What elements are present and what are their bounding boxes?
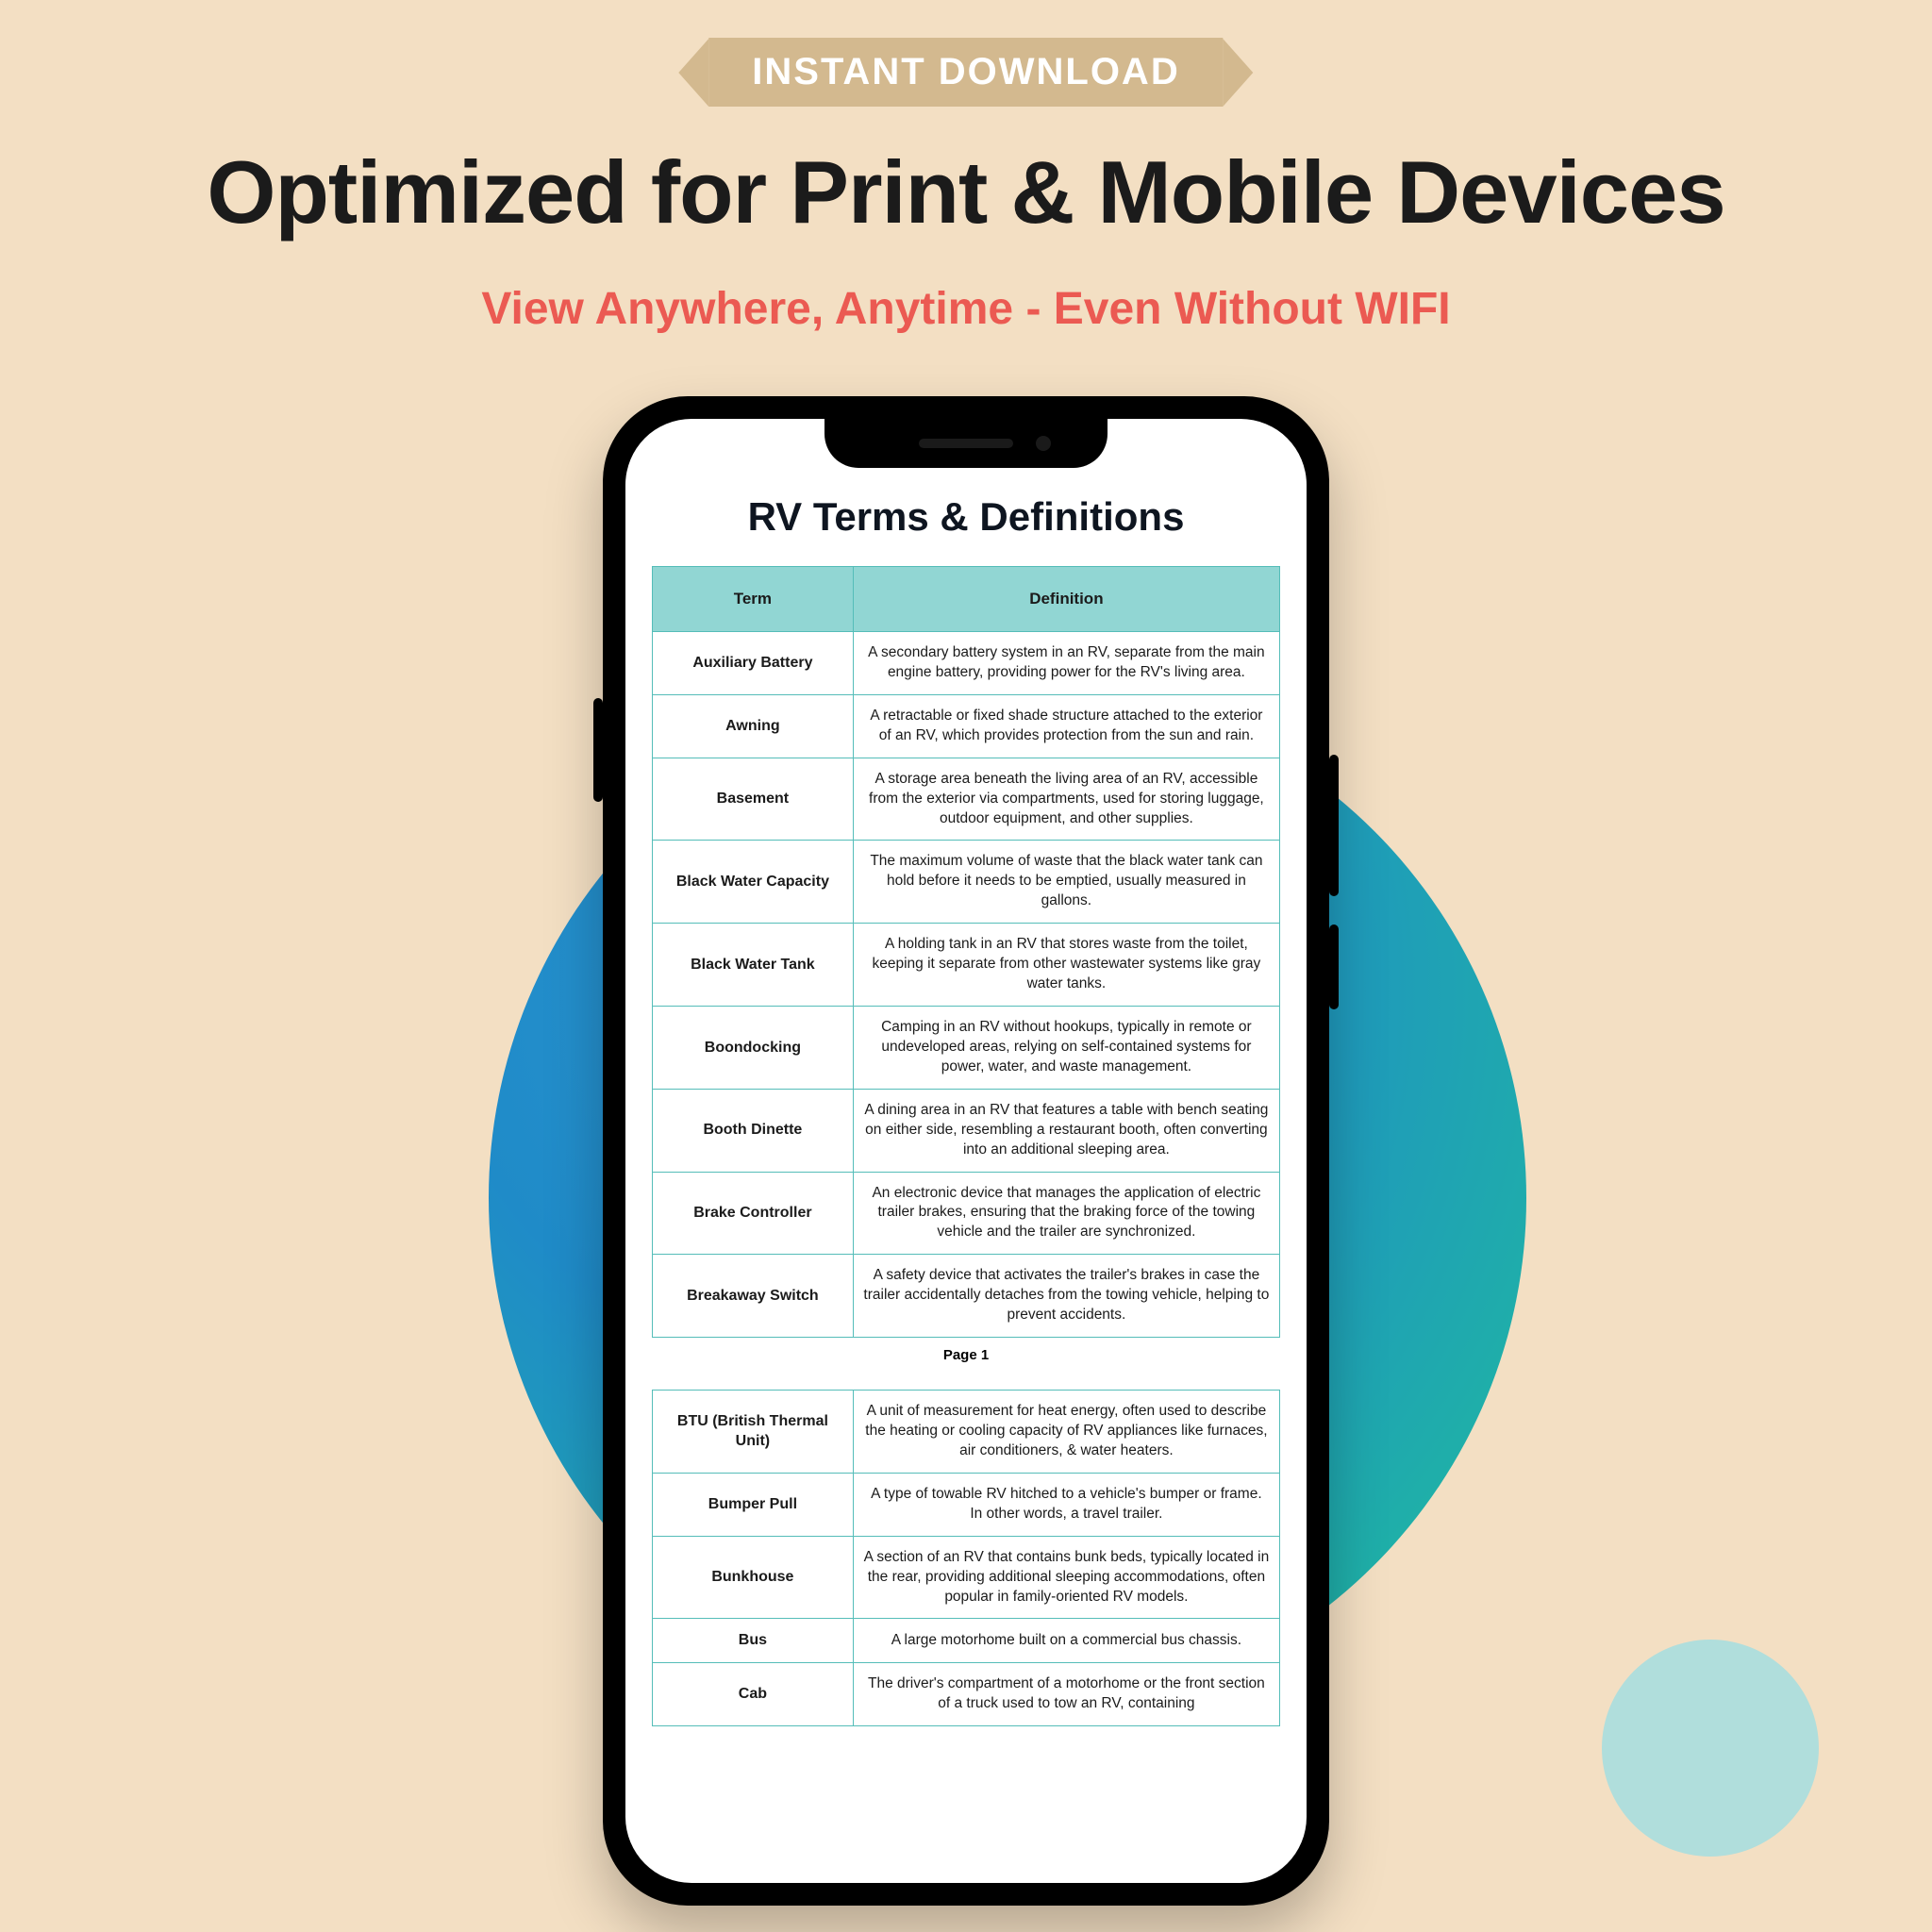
term-cell: Breakaway Switch bbox=[653, 1255, 854, 1338]
phone-camera-icon bbox=[1036, 436, 1051, 451]
definition-cell: A section of an RV that contains bunk be… bbox=[853, 1536, 1279, 1619]
term-cell: Boondocking bbox=[653, 1006, 854, 1089]
phone-side-button bbox=[593, 698, 603, 802]
decorative-circle-small bbox=[1602, 1640, 1819, 1857]
table-row: CabThe driver's compartment of a motorho… bbox=[653, 1663, 1280, 1726]
term-cell: Booth Dinette bbox=[653, 1089, 854, 1172]
term-cell: Black Water Capacity bbox=[653, 841, 854, 924]
table-row: Booth DinetteA dining area in an RV that… bbox=[653, 1089, 1280, 1172]
table-row: AwningA retractable or fixed shade struc… bbox=[653, 694, 1280, 758]
definition-cell: A storage area beneath the living area o… bbox=[853, 758, 1279, 841]
subheadline: View Anywhere, Anytime - Even Without WI… bbox=[0, 283, 1932, 335]
term-cell: Bunkhouse bbox=[653, 1536, 854, 1619]
definition-cell: A large motorhome built on a commercial … bbox=[853, 1619, 1279, 1663]
terms-table-page2: BTU (British Thermal Unit)A unit of meas… bbox=[652, 1390, 1280, 1726]
phone-mockup: RV Terms & Definitions Term Definition A… bbox=[603, 396, 1329, 1906]
ribbon-label: INSTANT DOWNLOAD bbox=[708, 38, 1223, 107]
headline: Optimized for Print & Mobile Devices bbox=[0, 142, 1932, 243]
term-cell: BTU (British Thermal Unit) bbox=[653, 1391, 854, 1474]
term-cell: Brake Controller bbox=[653, 1172, 854, 1255]
table-row: BusA large motorhome built on a commerci… bbox=[653, 1619, 1280, 1663]
table-row: Breakaway SwitchA safety device that act… bbox=[653, 1255, 1280, 1338]
term-cell: Basement bbox=[653, 758, 854, 841]
table-row: Bumper PullA type of towable RV hitched … bbox=[653, 1473, 1280, 1536]
table-row: BTU (British Thermal Unit)A unit of meas… bbox=[653, 1391, 1280, 1474]
terms-table-page1: Term Definition Auxiliary BatteryA secon… bbox=[652, 566, 1280, 1338]
table-row: BoondockingCamping in an RV without hook… bbox=[653, 1006, 1280, 1089]
definition-cell: A type of towable RV hitched to a vehicl… bbox=[853, 1473, 1279, 1536]
definition-cell: A secondary battery system in an RV, sep… bbox=[853, 632, 1279, 695]
table-header-row: Term Definition bbox=[653, 567, 1280, 632]
column-header-term: Term bbox=[653, 567, 854, 632]
ribbon-tail-right bbox=[1224, 39, 1254, 107]
table-row: Brake ControllerAn electronic device tha… bbox=[653, 1172, 1280, 1255]
phone-screen: RV Terms & Definitions Term Definition A… bbox=[625, 419, 1307, 1883]
definition-cell: The maximum volume of waste that the bla… bbox=[853, 841, 1279, 924]
term-cell: Awning bbox=[653, 694, 854, 758]
term-cell: Black Water Tank bbox=[653, 924, 854, 1007]
table-row: Black Water TankA holding tank in an RV … bbox=[653, 924, 1280, 1007]
ribbon-banner: INSTANT DOWNLOAD bbox=[678, 38, 1253, 107]
phone-speaker-icon bbox=[919, 439, 1013, 448]
definition-cell: An electronic device that manages the ap… bbox=[853, 1172, 1279, 1255]
page-gap bbox=[652, 1376, 1280, 1390]
page-marker: Page 1 bbox=[652, 1338, 1280, 1376]
definition-cell: A unit of measurement for heat energy, o… bbox=[853, 1391, 1279, 1474]
definition-cell: Camping in an RV without hookups, typica… bbox=[853, 1006, 1279, 1089]
ribbon-tail-left bbox=[678, 39, 708, 107]
table-row: Black Water CapacityThe maximum volume o… bbox=[653, 841, 1280, 924]
definition-cell: A safety device that activates the trail… bbox=[853, 1255, 1279, 1338]
term-cell: Auxiliary Battery bbox=[653, 632, 854, 695]
definition-cell: A holding tank in an RV that stores wast… bbox=[853, 924, 1279, 1007]
term-cell: Bus bbox=[653, 1619, 854, 1663]
phone-notch bbox=[824, 419, 1108, 468]
table-row: BunkhouseA section of an RV that contain… bbox=[653, 1536, 1280, 1619]
definition-cell: A retractable or fixed shade structure a… bbox=[853, 694, 1279, 758]
definition-cell: A dining area in an RV that features a t… bbox=[853, 1089, 1279, 1172]
column-header-definition: Definition bbox=[853, 567, 1279, 632]
table-row: Auxiliary BatteryA secondary battery sys… bbox=[653, 632, 1280, 695]
document-title: RV Terms & Definitions bbox=[652, 494, 1280, 540]
term-cell: Bumper Pull bbox=[653, 1473, 854, 1536]
term-cell: Cab bbox=[653, 1663, 854, 1726]
table-row: BasementA storage area beneath the livin… bbox=[653, 758, 1280, 841]
definition-cell: The driver's compartment of a motorhome … bbox=[853, 1663, 1279, 1726]
